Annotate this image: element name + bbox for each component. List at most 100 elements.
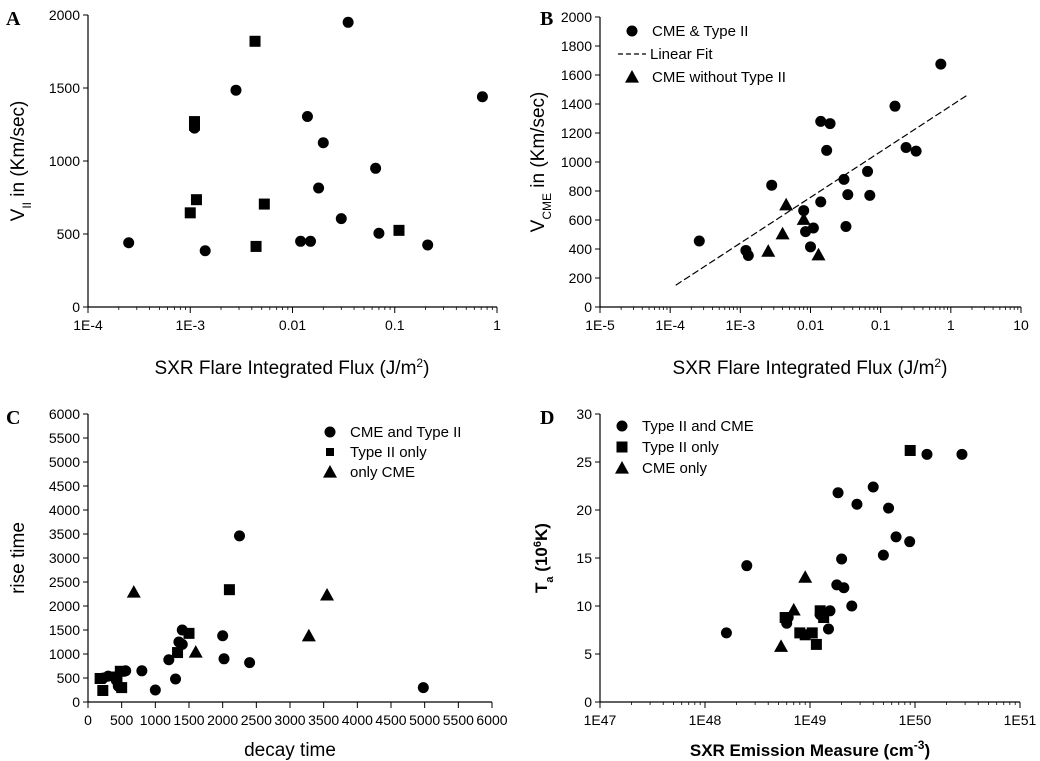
- data-point: [170, 673, 182, 685]
- legend-marker: [625, 70, 639, 83]
- data-point: [190, 194, 202, 206]
- x-tick-label: 1500: [173, 712, 204, 728]
- legend-label: Linear Fit: [650, 46, 713, 63]
- x-tick-label: 4000: [342, 712, 373, 728]
- data-point: [342, 16, 354, 28]
- data-point: [223, 584, 235, 596]
- data-point: [842, 189, 854, 201]
- data-point: [832, 487, 844, 499]
- legend-marker: [616, 441, 628, 453]
- data-point: [258, 198, 270, 210]
- series-triangle: [774, 570, 813, 652]
- panel-letter: A: [6, 8, 21, 30]
- x-tick-label: 1E47: [584, 712, 617, 728]
- data-point: [798, 205, 810, 217]
- x-tick-label: 3500: [308, 712, 339, 728]
- data-point: [900, 142, 912, 153]
- y-tick-label: 30: [576, 406, 592, 422]
- data-point: [163, 654, 175, 666]
- y-axis-label: VII in (Km/sec): [8, 101, 34, 222]
- y-axis-label: Ta (106K): [532, 523, 556, 593]
- data-point: [904, 536, 916, 548]
- series-square: [184, 35, 405, 252]
- x-tick-label: 2000: [207, 712, 238, 728]
- x-tick-label: 5000: [409, 712, 440, 728]
- data-point: [393, 224, 405, 236]
- x-tick-label: 1: [947, 317, 955, 333]
- x-tick-label: 10: [1013, 317, 1029, 333]
- data-point: [821, 144, 833, 156]
- y-axis-label: VCME in (Km/sec): [528, 92, 554, 233]
- data-point: [184, 207, 196, 219]
- x-tick-label: 0: [84, 712, 92, 728]
- y-tick-label: 3000: [49, 550, 80, 566]
- x-axis-label: SXR Flare Integrated Flux (J/m2): [155, 356, 430, 379]
- x-tick-label: 500: [110, 712, 134, 728]
- series-triangle: [761, 197, 826, 261]
- panel-letter: D: [540, 407, 554, 429]
- x-tick-label: 5500: [443, 712, 474, 728]
- legend-label: CME & Type II: [652, 23, 748, 40]
- x-tick-label: 1E-4: [73, 317, 103, 333]
- data-point: [818, 612, 830, 624]
- y-tick-label: 0: [72, 694, 80, 710]
- data-point: [775, 226, 790, 240]
- data-point: [877, 549, 889, 561]
- series-square: [779, 444, 916, 650]
- data-point: [811, 247, 826, 261]
- x-tick-label: 1: [493, 317, 501, 333]
- legend-label: Type II and CME: [642, 418, 754, 435]
- data-point: [373, 227, 385, 239]
- y-tick-label: 1600: [561, 67, 592, 83]
- data-point: [313, 182, 325, 194]
- series-circle: [693, 58, 947, 262]
- legend: CME and Type II Type II only only CME: [323, 424, 461, 481]
- x-axis-label: SXR Flare Integrated Flux (J/m2): [673, 356, 948, 379]
- x-axis-label: decay time: [244, 740, 336, 761]
- data-point: [249, 35, 261, 47]
- chart-panel-d: 0 5 10 15 20 25 30 1E47 1E48 1E49 1E50 1E51 D SXR Emi…: [532, 406, 1037, 760]
- y-tick-label: 0: [584, 694, 592, 710]
- legend: Type II and CME Type II only CME only: [615, 418, 754, 477]
- series-square: [94, 584, 235, 696]
- x-tick-label: 1E-3: [175, 317, 205, 333]
- series-triangle: [126, 585, 335, 658]
- y-tick-label: 25: [576, 454, 592, 470]
- y-tick-label: 1000: [49, 646, 80, 662]
- data-point: [814, 605, 826, 617]
- y-tick-label: 1500: [49, 80, 80, 96]
- data-point: [172, 647, 184, 659]
- data-point: [476, 91, 488, 103]
- data-point: [890, 531, 902, 543]
- data-point: [149, 684, 161, 696]
- data-point: [417, 682, 429, 694]
- data-point: [97, 684, 109, 696]
- data-point: [766, 179, 778, 191]
- data-point: [183, 627, 195, 639]
- y-tick-label: 2000: [561, 9, 592, 25]
- data-point: [295, 235, 307, 247]
- y-tick-label: 15: [576, 550, 592, 566]
- x-tick-label: 0.1: [871, 317, 891, 333]
- x-tick-label: 0.1: [385, 317, 405, 333]
- chart-panel-a: 0 500 1000 1500 2000 1E-4 1E-3 0.01 0.1 1 A SXR Fla…: [6, 7, 501, 379]
- series-circle: [97, 530, 429, 696]
- legend-marker: [615, 461, 629, 474]
- y-tick-label: 1200: [561, 125, 592, 141]
- data-point: [786, 602, 801, 616]
- data-point: [741, 560, 753, 572]
- data-point: [94, 672, 106, 684]
- data-point: [114, 665, 126, 677]
- data-point: [851, 498, 863, 510]
- data-point: [111, 671, 123, 683]
- y-tick-label: 20: [576, 502, 592, 518]
- y-tick-label: 1800: [561, 38, 592, 54]
- data-point: [370, 162, 382, 174]
- legend-label: Type II only: [642, 439, 719, 456]
- data-point: [123, 237, 135, 249]
- legend-marker: [323, 465, 337, 478]
- data-point: [250, 240, 262, 252]
- data-point: [126, 585, 141, 598]
- y-tick-label: 6000: [49, 406, 80, 422]
